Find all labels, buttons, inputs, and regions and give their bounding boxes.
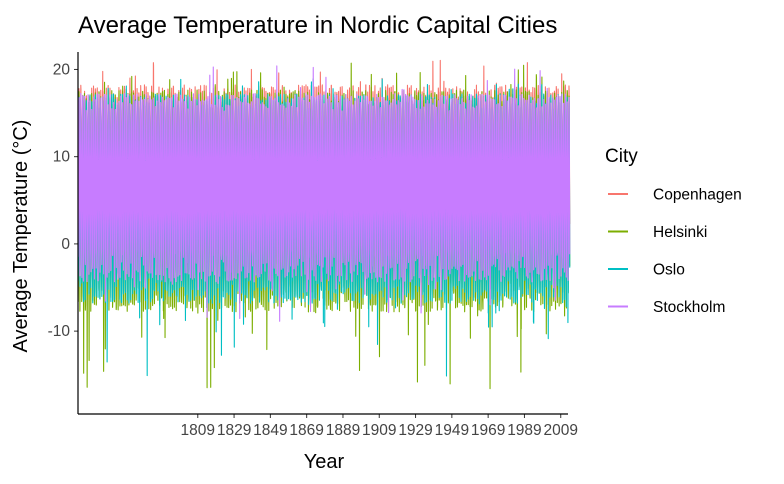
y-tick-label: -10 — [48, 323, 71, 340]
x-tick-label: 1809 — [181, 422, 215, 439]
x-tick-label: 1949 — [435, 422, 469, 439]
y-axis-title: Average Temperature (°C) — [10, 120, 32, 353]
x-tick-label: 1929 — [398, 422, 432, 439]
legend: City Copenhagen Helsinki Oslo Stockholm — [605, 146, 742, 316]
x-tick-label: 1849 — [253, 422, 287, 439]
legend-label-oslo: Oslo — [653, 262, 685, 279]
x-axis-ticks: 1809 1829 1849 1869 1889 1909 1929 1949 1969 1989… — [181, 414, 578, 439]
x-tick-label: 2009 — [543, 422, 577, 439]
series-line-stockholm — [77, 65, 571, 322]
y-tick-label: 10 — [53, 149, 71, 166]
legend-label-stockholm: Stockholm — [653, 299, 725, 316]
y-tick-label: 0 — [61, 236, 70, 253]
legend-label-copenhagen: Copenhagen — [653, 187, 742, 204]
legend-label-helsinki: Helsinki — [653, 224, 707, 241]
x-axis-title: Year — [304, 451, 345, 473]
x-tick-label: 1969 — [471, 422, 505, 439]
x-tick-label: 1989 — [507, 422, 541, 439]
x-tick-label: 1829 — [217, 422, 251, 439]
plot-series-group — [77, 59, 571, 390]
x-tick-label: 1869 — [289, 422, 323, 439]
chart-title: Average Temperature in Nordic Capital Ci… — [78, 12, 557, 39]
y-tick-label: 20 — [53, 61, 71, 78]
y-axis-ticks: -10 0 10 20 — [48, 61, 78, 340]
legend-title: City — [605, 146, 638, 167]
x-tick-label: 1909 — [362, 422, 396, 439]
x-tick-label: 1889 — [326, 422, 360, 439]
